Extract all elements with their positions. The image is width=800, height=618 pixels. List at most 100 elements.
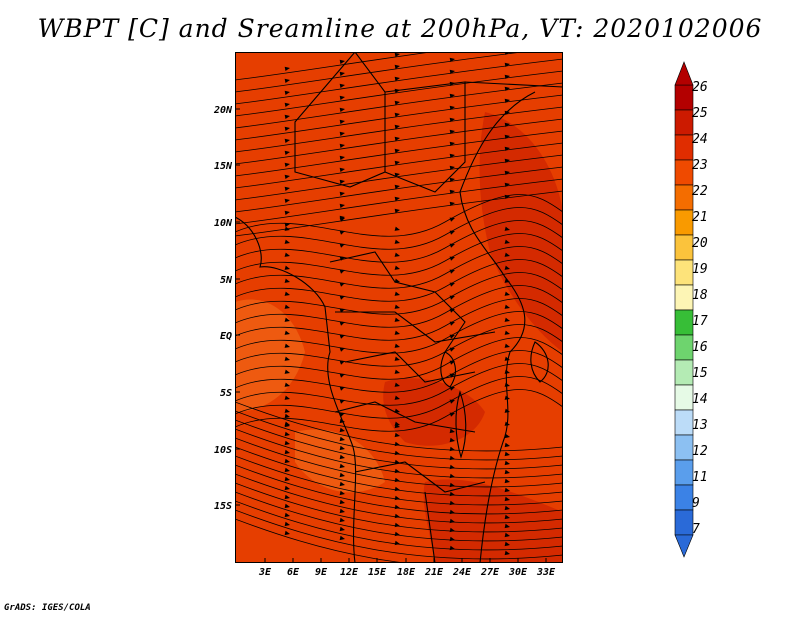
colorbar-label: 26 bbox=[692, 80, 708, 95]
streamline-arrow bbox=[284, 369, 290, 374]
lat-label-5n: 5N bbox=[219, 275, 232, 286]
streamline-arrow bbox=[394, 304, 400, 309]
streamline bbox=[235, 401, 563, 452]
colorbar-label: 12 bbox=[692, 444, 708, 459]
streamline-arrow bbox=[284, 222, 290, 228]
streamline-arrow bbox=[339, 107, 345, 113]
streamline-arrow bbox=[284, 162, 290, 168]
streamline-arrow bbox=[504, 146, 510, 152]
streamline bbox=[235, 70, 563, 117]
colorbar-segment bbox=[674, 109, 694, 136]
streamline-arrow bbox=[394, 486, 400, 492]
colorbar-segment bbox=[674, 484, 694, 511]
streamline-arrow bbox=[284, 174, 290, 180]
streamline-arrow bbox=[504, 356, 510, 361]
streamline-arrow bbox=[504, 487, 510, 493]
streamline-arrow bbox=[394, 531, 400, 537]
streamline-arrow bbox=[284, 210, 290, 216]
streamline-arrow bbox=[284, 503, 290, 509]
streamline-arrows bbox=[284, 52, 510, 556]
streamline bbox=[235, 106, 563, 153]
streamline bbox=[235, 207, 563, 250]
streamline-arrow bbox=[394, 408, 400, 413]
colorbar-segment bbox=[674, 84, 694, 111]
streamline-arrow bbox=[339, 445, 345, 451]
streamline-arrow bbox=[284, 278, 290, 283]
streamline-arrow bbox=[339, 217, 345, 222]
streamline-arrow bbox=[504, 304, 510, 309]
streamline-arrow bbox=[284, 150, 290, 156]
colorbar-label: 24 bbox=[692, 132, 708, 147]
streamline-arrow bbox=[339, 526, 345, 532]
streamline bbox=[235, 491, 563, 542]
streamline-arrow bbox=[449, 177, 455, 183]
colorbar-segment bbox=[674, 334, 694, 361]
streamline-arrow bbox=[394, 184, 400, 190]
colorbar-segment bbox=[674, 434, 694, 461]
streamline-arrow bbox=[504, 134, 510, 140]
lon-label-18e: 18E bbox=[396, 567, 416, 578]
streamline-arrow bbox=[284, 66, 290, 72]
streamline bbox=[235, 166, 563, 213]
streamline-arrow bbox=[504, 62, 510, 68]
streamline-arrow bbox=[449, 141, 455, 147]
country-border bbox=[464, 81, 563, 88]
lat-label-15n: 15N bbox=[213, 161, 232, 172]
streamline-arrow bbox=[339, 454, 345, 460]
lon-label-12e: 12E bbox=[339, 567, 359, 578]
streamline-arrow bbox=[449, 464, 455, 470]
streamline bbox=[235, 52, 434, 81]
streamline-arrow bbox=[394, 495, 400, 501]
lake-outline bbox=[455, 390, 467, 459]
streamline-arrow bbox=[449, 545, 455, 551]
streamline-arrow bbox=[504, 252, 510, 257]
streamline-arrow bbox=[449, 243, 455, 248]
streamline-arrow bbox=[449, 105, 455, 111]
streamline-arrow bbox=[284, 343, 290, 348]
lon-label-21e: 21E bbox=[424, 567, 444, 578]
streamline-arrow bbox=[339, 360, 345, 365]
streamline-arrow bbox=[284, 512, 290, 518]
streamline bbox=[235, 311, 563, 354]
streamline-arrow bbox=[449, 518, 455, 524]
streamline bbox=[235, 154, 563, 201]
colorbar-label: 11 bbox=[692, 470, 708, 485]
streamline-arrow bbox=[394, 382, 400, 387]
streamline-arrow bbox=[504, 514, 510, 520]
streamline-arrow bbox=[394, 504, 400, 510]
streamline bbox=[235, 509, 563, 560]
colorbar-label: 22 bbox=[692, 184, 708, 199]
streamline-arrow bbox=[284, 304, 290, 309]
colorbar-segment bbox=[674, 184, 694, 211]
streamline bbox=[235, 376, 563, 419]
streamline bbox=[235, 464, 563, 515]
streamline-arrow bbox=[449, 491, 455, 497]
lat-label-10n: 10N bbox=[213, 218, 232, 229]
streamline-arrow bbox=[449, 536, 455, 542]
colorbar-segment bbox=[674, 459, 694, 486]
streamline-arrow bbox=[504, 110, 510, 116]
map-title: WBPT [C] and Sreamline at 200hPa, VT: 20… bbox=[37, 14, 763, 43]
streamline-arrow bbox=[394, 124, 400, 130]
map-panel bbox=[235, 52, 563, 563]
streamline-arrow bbox=[394, 468, 400, 474]
lon-label-24e: 24E bbox=[452, 567, 472, 578]
streamline bbox=[235, 246, 563, 289]
streamline-arrow bbox=[284, 485, 290, 491]
colorbar-label: 7 bbox=[692, 522, 700, 537]
streamline-arrow bbox=[449, 455, 455, 461]
streamline-arrow bbox=[504, 451, 510, 457]
streamline-arrow bbox=[284, 198, 290, 204]
streamline-arrow bbox=[284, 90, 290, 96]
colorbar-label: 15 bbox=[692, 366, 708, 381]
colorbar-label: 23 bbox=[692, 158, 708, 173]
colorbar bbox=[665, 60, 725, 560]
streamline-arrow bbox=[394, 343, 400, 348]
streamline-arrow bbox=[449, 201, 455, 207]
streamline-arrow bbox=[504, 74, 510, 80]
streamline-arrow bbox=[449, 93, 455, 99]
streamline-arrow bbox=[284, 382, 290, 387]
streamline-arrow bbox=[339, 386, 345, 391]
streamline-arrow bbox=[394, 356, 400, 361]
streamline-arrow bbox=[394, 136, 400, 142]
